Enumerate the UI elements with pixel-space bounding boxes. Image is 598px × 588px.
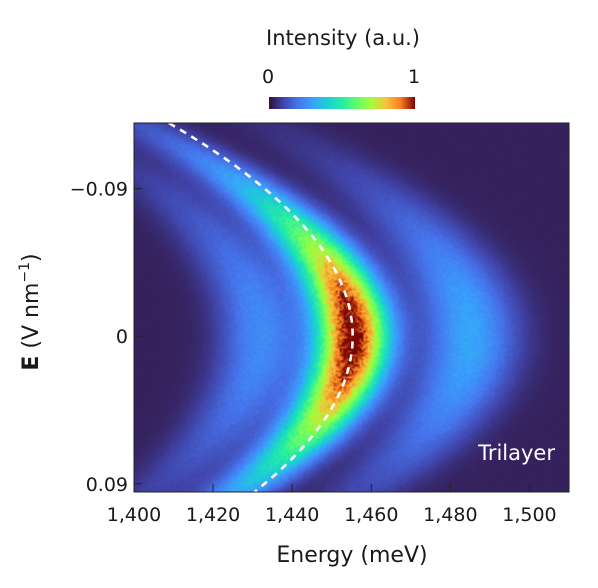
x-tick-label: 1,460 bbox=[344, 504, 398, 526]
y-axis: −0.09 0 0.09 bbox=[70, 179, 142, 496]
colorbar-max-label: 1 bbox=[408, 66, 420, 88]
x-tick-label: 1,400 bbox=[107, 504, 161, 526]
fit-curve bbox=[168, 123, 355, 492]
x-tick-label: 1,480 bbox=[423, 504, 477, 526]
y-axis-label-symbol: E bbox=[19, 356, 44, 371]
y-axis-label-exponent: −1 bbox=[17, 262, 33, 283]
x-tick-label: 1,440 bbox=[265, 504, 319, 526]
y-tick-label: 0 bbox=[116, 326, 128, 348]
x-tick-label: 1,420 bbox=[186, 504, 240, 526]
y-axis-label-unit: (V nm bbox=[19, 283, 44, 356]
plot-frame bbox=[133, 122, 570, 493]
y-tick-label: −0.09 bbox=[70, 179, 128, 201]
y-axis-label-close: ) bbox=[19, 253, 44, 262]
x-axis: 1,400 1,420 1,440 1,460 1,480 1,500 bbox=[107, 484, 557, 526]
y-axis-label: E (V nm−1) bbox=[17, 253, 44, 370]
y-tick-label: 0.09 bbox=[86, 474, 128, 496]
x-axis-label: Energy (meV) bbox=[276, 543, 427, 568]
heatmap-image bbox=[134, 123, 569, 492]
colorbar-title: Intensity (a.u.) bbox=[266, 26, 420, 50]
x-tick-label: 1,500 bbox=[502, 504, 556, 526]
plot-area bbox=[134, 123, 569, 492]
trilayer-annotation: Trilayer bbox=[477, 441, 555, 465]
colorbar-min-label: 0 bbox=[262, 66, 274, 88]
colorbar bbox=[269, 97, 415, 109]
